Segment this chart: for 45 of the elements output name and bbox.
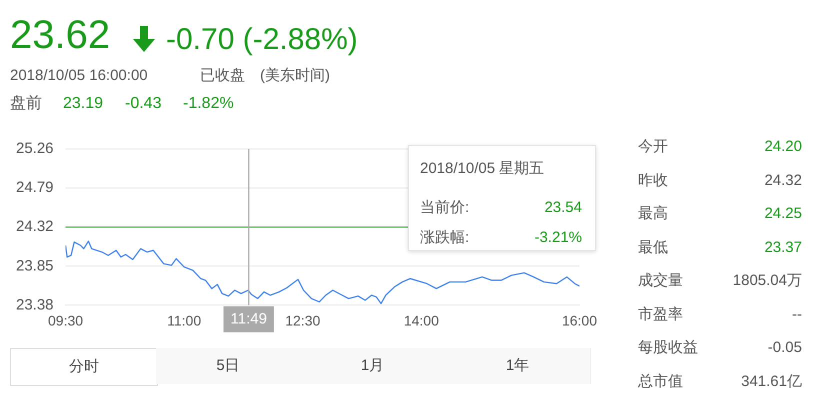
text: 市盈率 [638, 306, 683, 324]
text: 24.25 [764, 205, 802, 223]
text: -- [792, 306, 802, 324]
text: 成交量 [638, 272, 683, 290]
y-tick-label: 24.79 [16, 179, 54, 196]
text: 341.61亿 [741, 372, 802, 390]
annotation: 涨跌幅: [420, 229, 470, 247]
x-tick-label: 09:30 [48, 312, 84, 328]
annotation: 当前价: [420, 199, 470, 217]
text: 5日 [156, 348, 301, 384]
text: 24.20 [764, 138, 802, 156]
text: 分时 [10, 348, 158, 386]
text: 1805.04万 [732, 272, 802, 290]
text: -0.70 (-2.88%) [166, 22, 358, 58]
text: -0.05 [768, 339, 802, 357]
text: 今开 [638, 138, 668, 156]
x-tick-label: 12:30 [285, 312, 320, 328]
x-tick-label: 11:00 [167, 312, 202, 328]
text: 1月 [300, 348, 446, 384]
text: 23.37 [764, 238, 802, 256]
y-tick-label: 23.85 [16, 257, 54, 274]
annotation: 23.54 [544, 199, 582, 217]
text: 昨收 [638, 172, 668, 190]
annotation: -3.21% [534, 229, 582, 247]
text: 盘前 [10, 95, 42, 113]
text: 23.19 [63, 95, 104, 113]
text: 总市值 [638, 372, 683, 390]
y-tick-label: 24.32 [16, 218, 54, 236]
text: -1.82% [183, 95, 234, 113]
text: 每股收益 [638, 339, 698, 357]
x-tick-label: 14:00 [404, 312, 440, 328]
x-tick-label: 16:00 [562, 312, 598, 328]
text: 24.32 [764, 172, 802, 190]
text: 11:49 [230, 310, 267, 328]
text: 2018/10/05 16:00:00 [10, 67, 148, 85]
text: 最低 [638, 238, 668, 256]
text: 23.62 [10, 12, 110, 58]
y-tick-label: 25.26 [16, 140, 54, 158]
y-tick-label: 23.38 [16, 296, 54, 314]
text: 1年 [445, 348, 591, 384]
text: -0.43 [125, 95, 162, 113]
text: 最高 [638, 205, 668, 223]
text: (美东时间) [260, 67, 330, 85]
annotation: 2018/10/05 星期五 [420, 160, 544, 178]
text: 已收盘 [200, 67, 245, 85]
